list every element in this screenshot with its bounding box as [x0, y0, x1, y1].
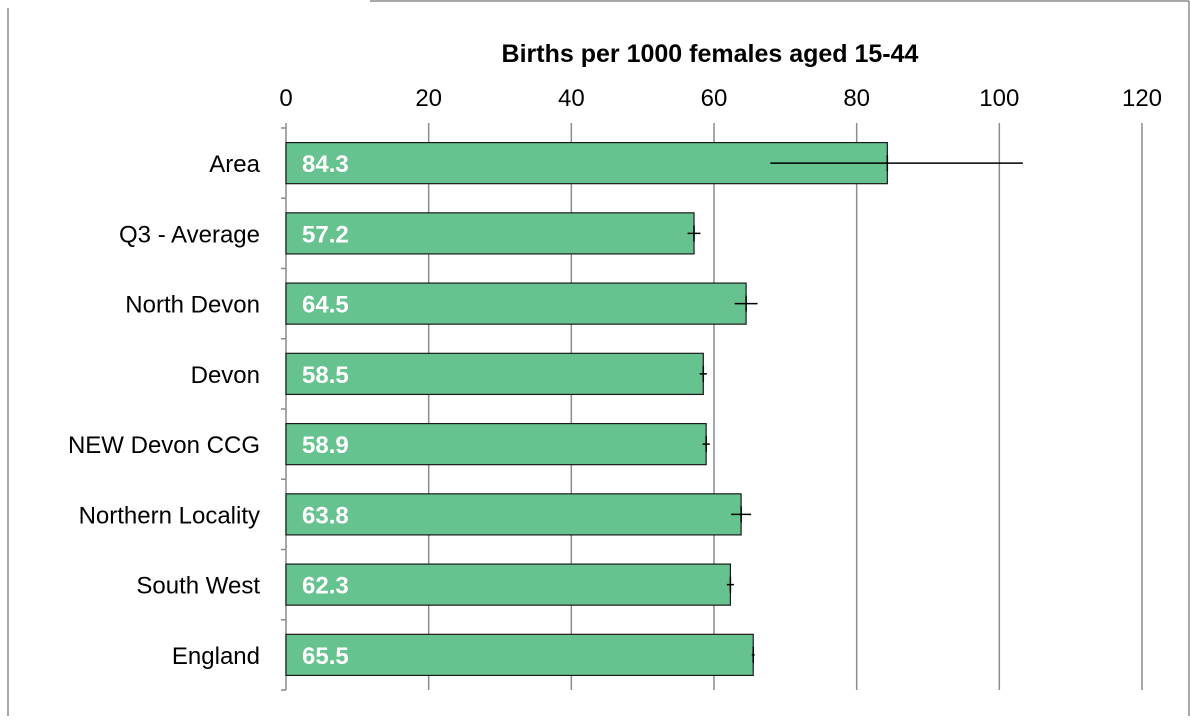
bars: [285, 141, 1023, 677]
category-label: North Devon: [125, 292, 260, 319]
bar: [285, 493, 742, 536]
data-label: 58.5: [302, 362, 349, 389]
bar: [285, 352, 704, 396]
data-label: 57.2: [302, 221, 349, 248]
data-label: 65.5: [302, 643, 349, 670]
x-tick-label: 40: [558, 85, 585, 112]
x-tick-label: 80: [843, 85, 870, 112]
category-label: NEW Devon CCG: [68, 432, 260, 459]
category-label: Q3 - Average: [119, 221, 260, 248]
category-label: Northern Locality: [79, 502, 260, 529]
category-label: England: [172, 643, 260, 670]
chart-title: Births per 1000 females aged 15-44: [502, 40, 919, 68]
bar: [285, 282, 747, 325]
x-tick-label: 120: [1122, 85, 1162, 112]
x-tick-label: 60: [701, 85, 728, 112]
data-label: 84.3: [302, 151, 349, 178]
bar: [285, 633, 754, 677]
bar: [285, 212, 695, 255]
category-label: Devon: [191, 362, 260, 389]
bar: [285, 422, 707, 466]
labels: 0 20 40 60 80 100 120 84.3 Area 57.2 Q3 - Average 6…: [68, 85, 1162, 670]
data-label: 58.9: [302, 432, 349, 459]
data-label: 63.8: [302, 502, 349, 529]
category-label: South West: [136, 573, 260, 600]
x-tick-label: 0: [279, 85, 292, 112]
bar: [285, 563, 732, 606]
data-label: 62.3: [302, 573, 349, 600]
category-label: Area: [209, 151, 260, 178]
x-tick-label: 100: [979, 85, 1019, 112]
x-tick-label: 20: [415, 85, 442, 112]
data-label: 64.5: [302, 292, 349, 319]
